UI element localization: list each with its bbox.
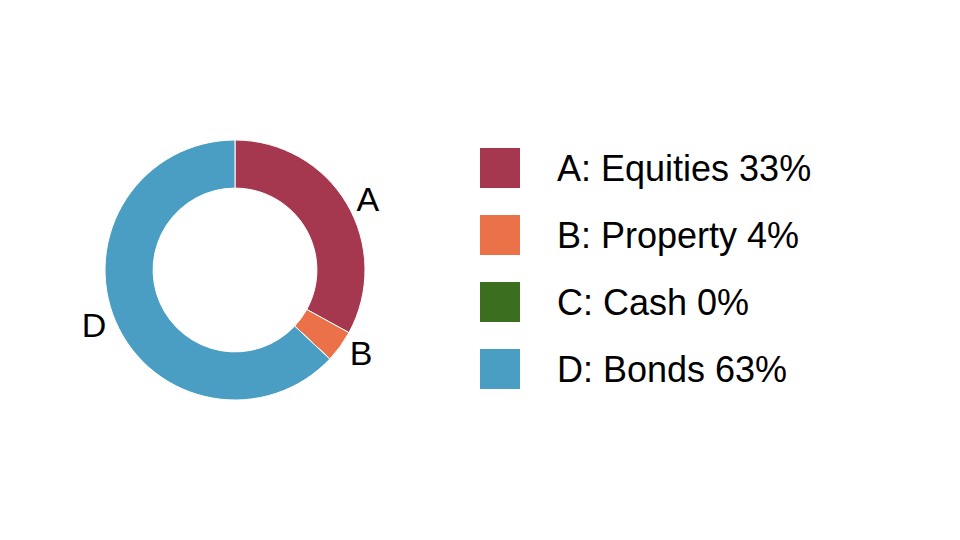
- svg-text:D: Bonds 63%: D: Bonds 63%: [557, 349, 787, 390]
- svg-text:C: Cash 0%: C: Cash 0%: [557, 282, 749, 323]
- svg-text:B: B: [350, 334, 373, 372]
- svg-text:A: A: [356, 180, 379, 218]
- svg-text:B: Property 4%: B: Property 4%: [557, 215, 799, 256]
- svg-text:D: D: [82, 306, 107, 344]
- svg-text:A: Equities 33%: A: Equities 33%: [557, 148, 811, 189]
